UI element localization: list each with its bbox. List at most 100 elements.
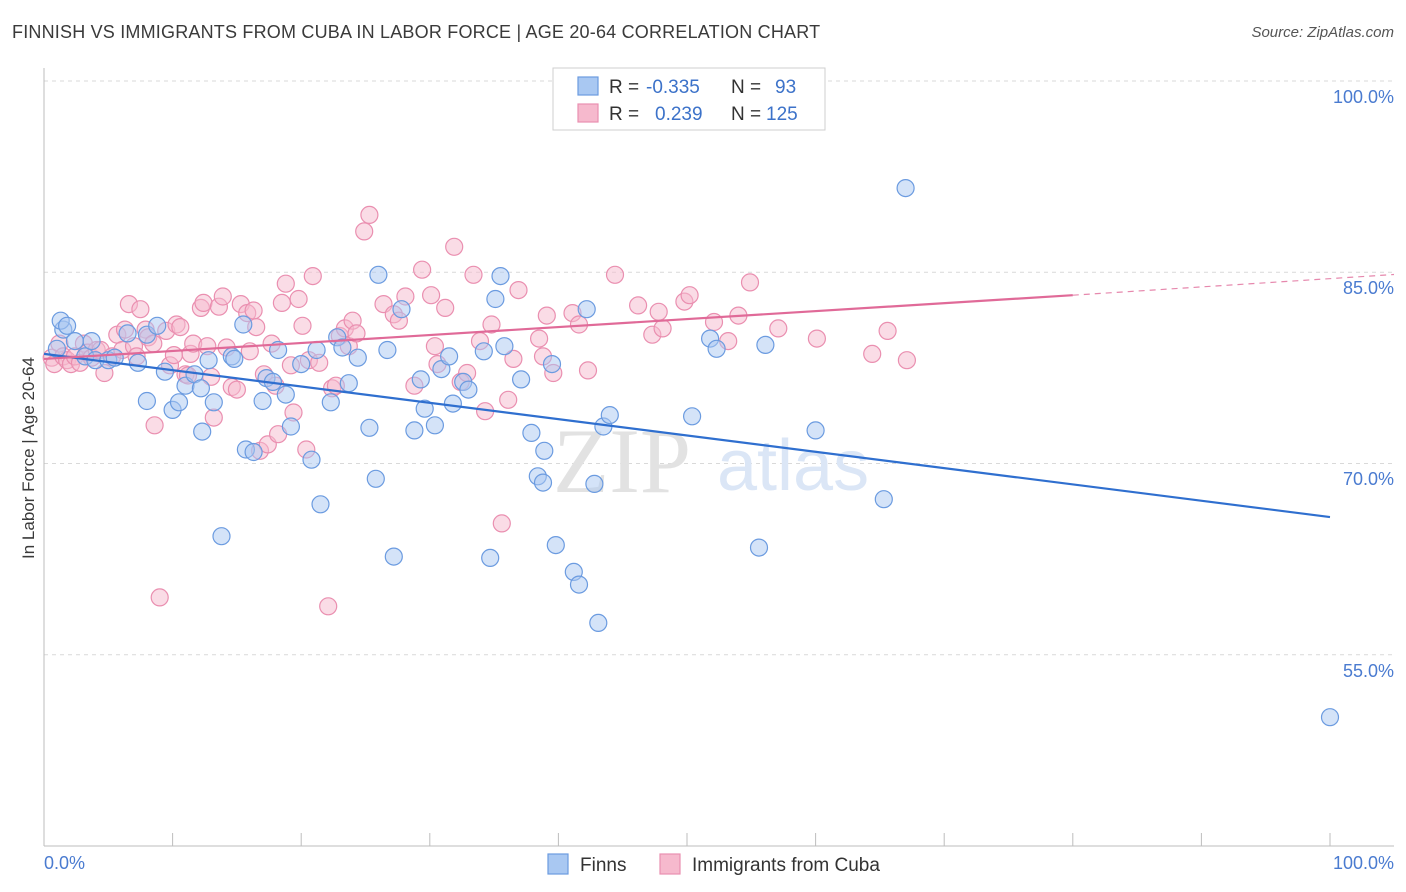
finns-point: [569, 575, 589, 594]
cuba-point: [272, 293, 291, 312]
cuba-point: [303, 267, 322, 286]
finns-point: [392, 300, 411, 319]
finns-point: [896, 179, 915, 198]
cuba-point: [413, 260, 432, 279]
finns-point: [234, 315, 253, 334]
cuba-point: [347, 324, 366, 343]
finns-point: [128, 353, 147, 372]
finns-point: [749, 538, 769, 557]
cuba-r-label: R =: [609, 104, 639, 125]
y-tick-label-55: 55.0%: [1343, 661, 1394, 681]
finns-point: [1320, 708, 1340, 727]
cuba-point: [425, 337, 444, 356]
finns-point: [311, 495, 330, 514]
cuba-point: [504, 349, 523, 368]
finns-point: [577, 300, 596, 319]
cuba-n-value: 125: [766, 104, 798, 125]
finns-point: [191, 379, 210, 398]
finns-trend-line: [43, 352, 1331, 519]
finns-point: [495, 337, 514, 356]
finns-point: [443, 394, 462, 413]
finns-point: [415, 399, 434, 418]
finns-point: [225, 349, 244, 368]
legend-finns-swatch[interactable]: [547, 853, 569, 875]
finns-r-value: -0.335: [646, 77, 700, 98]
finns-r-label: R =: [609, 77, 639, 98]
finns-point: [585, 474, 604, 493]
finns-point: [65, 332, 85, 351]
finns-point: [369, 265, 388, 284]
cuba-point: [422, 286, 441, 305]
cuba-point: [145, 416, 164, 435]
finns-point: [491, 267, 510, 286]
finns-point: [212, 527, 231, 546]
finns-point: [474, 342, 493, 361]
cuba-point: [150, 588, 169, 607]
cuba-point: [204, 408, 223, 427]
finns-point: [302, 450, 321, 469]
stats-legend: R = -0.335 N = 93 R = 0.239 N = 125: [552, 67, 826, 131]
finns-point: [511, 370, 531, 389]
finns-point: [339, 374, 358, 393]
cuba-point: [537, 306, 556, 325]
finns-point: [682, 407, 702, 426]
cuba-legend-swatch: [577, 103, 599, 123]
finns-point: [806, 421, 825, 440]
finns-point: [756, 335, 775, 354]
finns-point: [378, 340, 397, 360]
finns-point: [360, 418, 379, 437]
cuba-point: [276, 274, 295, 293]
trend-lines: [43, 273, 1395, 519]
finns-points: [47, 71, 1340, 727]
finns-point: [522, 423, 541, 442]
finns-n-label: N =: [731, 77, 761, 98]
cuba-point: [227, 380, 246, 399]
finns-n-value: 93: [775, 77, 796, 98]
finns-point: [244, 442, 263, 462]
finns-point: [155, 362, 174, 381]
finns-point: [82, 332, 101, 351]
finns-point: [193, 422, 212, 441]
finns-point: [253, 391, 272, 411]
finns-point: [600, 406, 619, 425]
cuba-point: [740, 273, 760, 292]
finns-legend-swatch: [577, 76, 599, 96]
gridlines: [44, 80, 1394, 656]
finns-point: [459, 380, 478, 399]
cuba-point: [509, 281, 528, 300]
finns-point: [440, 347, 459, 366]
cuba-point: [464, 265, 483, 284]
cuba-point: [649, 302, 668, 321]
watermark-zip: ZIP: [553, 410, 691, 512]
series-legend: Finns Immigrants from Cuba: [547, 853, 880, 876]
finns-point: [204, 393, 223, 412]
cuba-point: [680, 286, 699, 305]
cuba-point: [293, 316, 312, 335]
cuba-point: [355, 222, 374, 241]
finns-point: [384, 547, 403, 566]
finns-point: [874, 490, 893, 509]
cuba-point: [578, 361, 598, 380]
watermark-atlas: atlas: [717, 426, 869, 506]
finns-point: [535, 441, 554, 460]
legend-finns-label[interactable]: Finns: [580, 855, 626, 876]
cuba-point: [164, 346, 183, 365]
finns-point: [148, 316, 167, 335]
legend-cuba-swatch[interactable]: [659, 853, 681, 875]
cuba-point: [360, 205, 379, 224]
cuba-point: [529, 329, 549, 348]
finns-point: [546, 535, 565, 555]
finns-point: [169, 393, 189, 412]
cuba-point: [319, 597, 338, 616]
finns-point: [533, 473, 553, 492]
finns-point: [307, 340, 326, 360]
x-tick-label-max: 100.0%: [1333, 853, 1394, 873]
cuba-point: [289, 289, 308, 309]
finns-point: [405, 421, 424, 440]
finns-point: [425, 416, 444, 435]
legend-cuba-label[interactable]: Immigrants from Cuba: [692, 855, 880, 876]
finns-point: [281, 417, 300, 436]
finns-point: [276, 385, 295, 404]
cuba-point: [131, 300, 150, 319]
